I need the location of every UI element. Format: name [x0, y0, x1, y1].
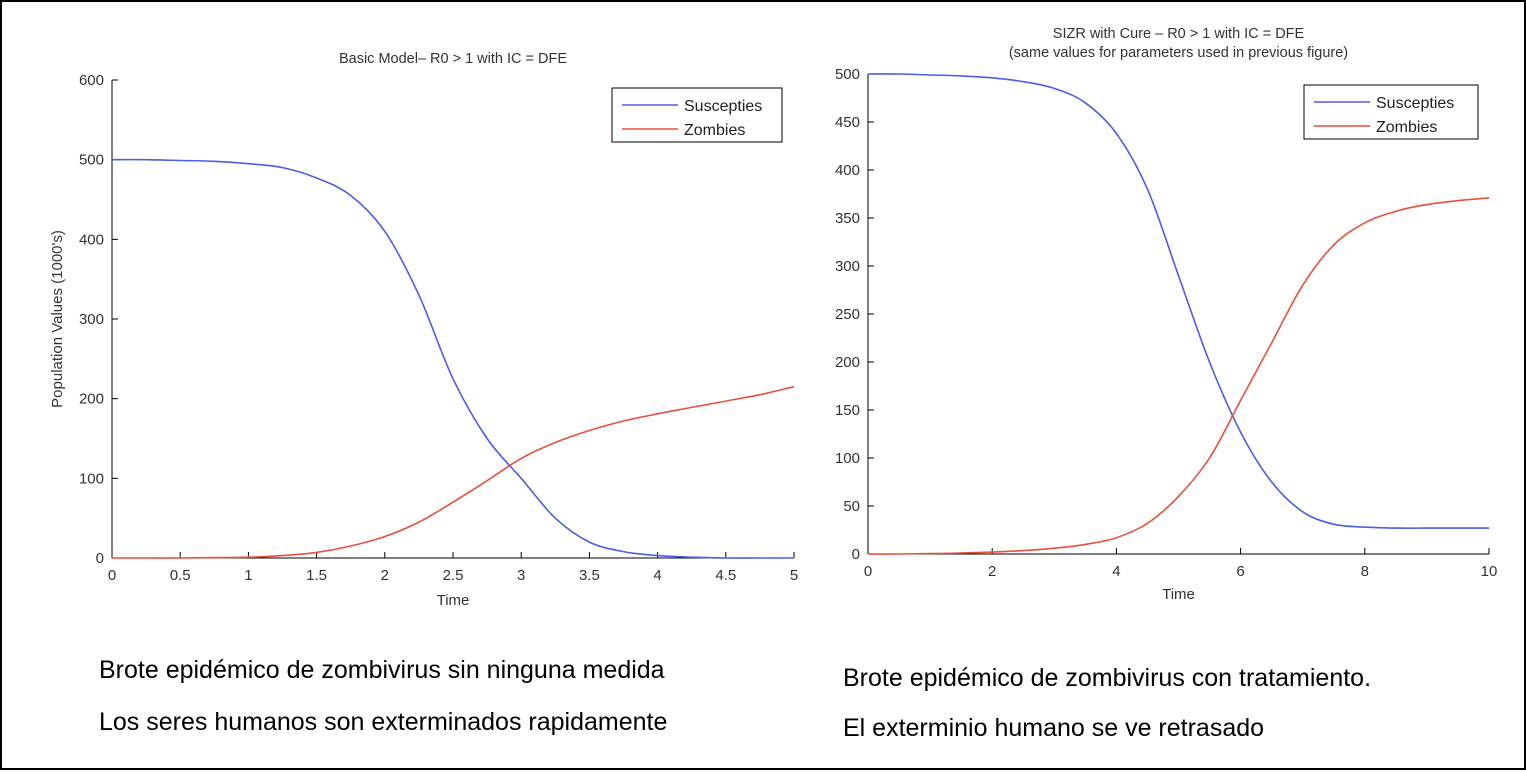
- chart2-legend-label-zombies: Zombies: [1376, 119, 1437, 136]
- chart1-x-tick-label: 2.5: [443, 567, 464, 584]
- chart1-y-tick-label: 0: [96, 550, 104, 567]
- chart2-x-axis-label: Time: [1162, 586, 1195, 603]
- chart1-x-tick-label: 0.5: [170, 567, 191, 584]
- chart1-legend-label-suscepties: Suscepties: [684, 98, 762, 115]
- chart1-legend-box: [611, 87, 783, 143]
- chart1-x-tick-label: 5: [790, 567, 798, 584]
- chart2-legend-label-suscepties: Suscepties: [1376, 95, 1454, 112]
- chart2-y-tick-label: 500: [835, 66, 860, 83]
- chart1-series-zombies-line: [112, 385, 795, 559]
- left-caption-line-1: Brote epidémico de zombivirus sin ningun…: [99, 656, 665, 684]
- chart1-y-tick-label: 400: [79, 231, 104, 248]
- chart1-y-tick-label: 600: [79, 72, 104, 89]
- chart1-y-tick-label: 500: [79, 152, 104, 169]
- chart2-x-tick-label: 0: [864, 563, 872, 580]
- right-caption-line-2: El exterminio humano se ve retrasado: [843, 714, 1265, 742]
- chart2-x-tick-label: 4: [1112, 563, 1120, 580]
- chart2-y-tick-label: 50: [843, 498, 860, 515]
- right-caption-line-1: Brote epidémico de zombivirus con tratam…: [843, 664, 1372, 692]
- chart1-x-tick-label: 1: [244, 567, 252, 584]
- chart2-y-tick-label: 250: [835, 306, 860, 323]
- chart2-series-zombies-line: [867, 197, 1490, 555]
- chart1-y-tick-label: 200: [79, 391, 104, 408]
- chart1-title: Basic Model– R0 > 1 with IC = DFE: [339, 51, 567, 67]
- chart1-x-tick-label: 4.5: [715, 567, 736, 584]
- chart2-series-suscepties-line: [867, 73, 1489, 529]
- chart2-y-tick-label: 450: [835, 114, 860, 131]
- chart1-x-tick-label: 3.5: [579, 567, 600, 584]
- chart1-x-tick-label: 3: [517, 567, 525, 584]
- chart1-x-tick-label: 0: [108, 567, 116, 584]
- chart1-x-tick-label: 1.5: [306, 567, 327, 584]
- chart2-x-tick-label: 6: [1236, 563, 1244, 580]
- chart1-y-tick-label: 100: [79, 470, 104, 487]
- chart1-y-axis-label: Population Values (1000's): [49, 230, 66, 408]
- chart2-x-tick-label: 8: [1361, 563, 1369, 580]
- chart2-x-tick-label: 2: [988, 563, 996, 580]
- chart2-legend-box: [1303, 84, 1479, 140]
- chart2-y-tick-label: 100: [835, 450, 860, 467]
- chart1-x-axis-label: Time: [437, 592, 470, 609]
- chart2-y-tick-label: 350: [835, 210, 860, 227]
- chart2-y-tick-label: 0: [852, 546, 860, 563]
- left-caption-line-2: Los seres humanos son exterminados rapid…: [99, 708, 668, 736]
- chart1-series-suscepties-line: [111, 158, 794, 559]
- chart2-y-tick-label: 400: [835, 162, 860, 179]
- chart2-y-tick-label: 300: [835, 258, 860, 275]
- chart2-y-tick-label: 200: [835, 354, 860, 371]
- chart1-legend-label-zombies: Zombies: [684, 122, 745, 139]
- chart2-x-tick-label: 10: [1481, 563, 1498, 580]
- chart2-y-tick-label: 150: [835, 402, 860, 419]
- chart1-y-tick-label: 300: [79, 311, 104, 328]
- chart1-x-tick-label: 4: [653, 567, 661, 584]
- chart2-subtitle: (same values for parameters used in prev…: [1009, 45, 1348, 61]
- chart2-title: SIZR with Cure – R0 > 1 with IC = DFE: [1053, 26, 1305, 42]
- chart1-x-tick-label: 2: [381, 567, 389, 584]
